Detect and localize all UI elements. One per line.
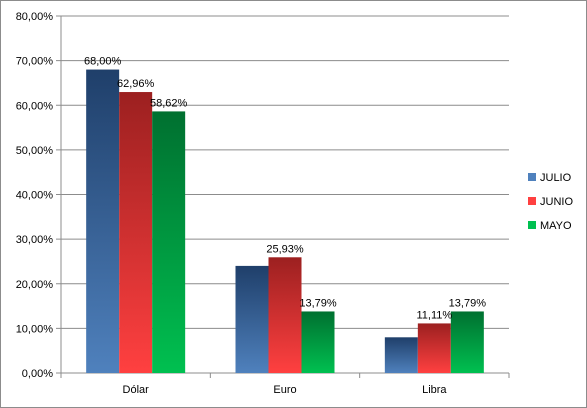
axes: 0,00% 10,00% 20,00% 30,00% 40,00% 50,00% 60,00… (16, 11, 510, 396)
y-tick-label: 50,00% (16, 145, 54, 157)
x-category-label: Euro (273, 384, 296, 396)
data-label: 68,00% (84, 56, 122, 68)
bar-mayo (450, 311, 484, 373)
bar-mayo (152, 111, 186, 373)
bar-mayo (301, 311, 335, 373)
x-category-label: Libra (422, 384, 447, 396)
data-label: 62,96% (117, 78, 155, 90)
bar-julio (86, 69, 120, 374)
legend-label: JULIO (540, 172, 572, 184)
data-label: 13,79% (449, 297, 487, 309)
bar-junio (119, 92, 153, 373)
bar-julio (384, 337, 418, 373)
y-tick-label: 70,00% (16, 56, 54, 68)
legend: JULIO JUNIO MAYO (528, 172, 573, 232)
y-tick-label: 80,00% (16, 11, 54, 23)
y-tick-label: 30,00% (16, 234, 54, 246)
bars (86, 69, 484, 374)
x-category-label: Dólar (123, 384, 150, 396)
data-label: 58,62% (150, 97, 188, 109)
bar-julio (235, 265, 269, 373)
legend-label: JUNIO (540, 196, 573, 208)
y-tick-label: 20,00% (16, 279, 54, 291)
y-tick-label: 40,00% (16, 190, 54, 202)
legend-label: MAYO (540, 220, 572, 232)
data-label: 25,93% (266, 243, 304, 255)
y-tick-label: 0,00% (22, 368, 53, 380)
legend-swatch (528, 173, 536, 181)
legend-swatch (528, 221, 536, 229)
data-label: 13,79% (299, 297, 337, 309)
y-tick-label: 60,00% (16, 100, 54, 112)
legend-swatch (528, 197, 536, 205)
y-tick-label: 10,00% (16, 323, 54, 335)
bar-junio (417, 323, 451, 373)
data-label: 11,11% (416, 309, 452, 321)
bar-junio (268, 257, 302, 373)
data-labels: 68,00%62,96%58,62%25,93%13,79%11,11%13,7… (84, 56, 486, 322)
